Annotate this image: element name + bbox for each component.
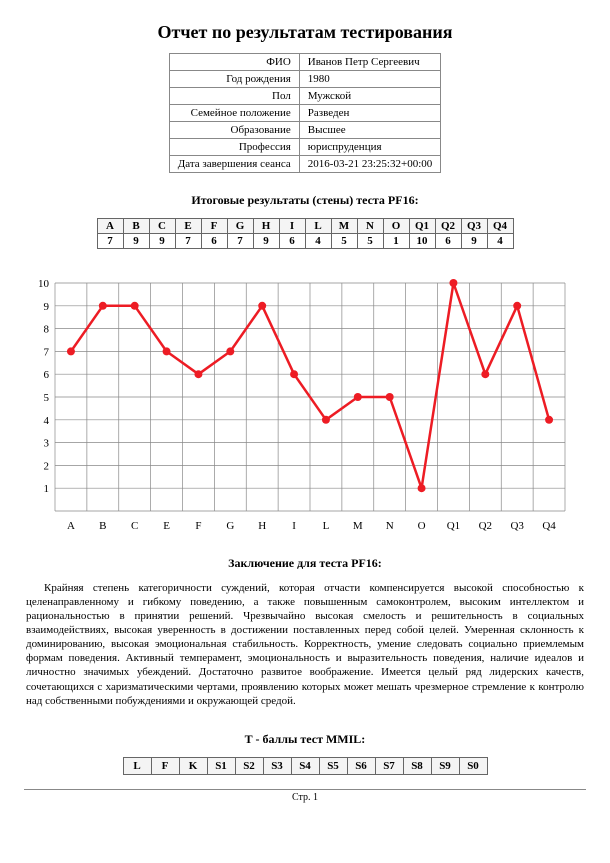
score-label: Q2 [435,219,461,234]
score-label: B [123,219,149,234]
info-key: ФИО [169,54,299,71]
svg-text:7: 7 [44,346,50,358]
svg-text:G: G [226,520,234,532]
score-value: 5 [331,234,357,249]
score-label: Q3 [461,219,487,234]
info-val: Мужской [299,88,440,105]
info-val: Высшее [299,122,440,139]
svg-text:10: 10 [38,278,50,290]
chart-svg: 1 2 3 4 5 6 7 8 9 10 A B C E F G H I L M N O Q1 Q2 Q3 Q4 [25,277,571,535]
svg-text:Q3: Q3 [510,520,524,532]
score-value: 4 [487,234,513,249]
svg-text:9: 9 [44,301,50,313]
pf16-chart: 1 2 3 4 5 6 7 8 9 10 A B C E F G H I L M N O Q1 Q2 Q3 Q4 [25,277,585,538]
score-label: O [383,219,409,234]
svg-text:8: 8 [44,324,50,336]
mmil-label: S5 [319,757,347,774]
svg-text:1: 1 [44,483,50,495]
mmil-label: K [179,757,207,774]
info-key: Год рождения [169,71,299,88]
page-footer: Стр. 1 [24,789,586,803]
info-key: Пол [169,88,299,105]
score-value: 10 [409,234,435,249]
info-key: Дата завершения сеанса [169,156,299,173]
svg-text:F: F [195,520,201,532]
score-label: Q1 [409,219,435,234]
svg-text:C: C [131,520,138,532]
score-label: I [279,219,305,234]
score-label: F [201,219,227,234]
score-label: N [357,219,383,234]
mmil-label: S0 [459,757,487,774]
info-val: Разведен [299,105,440,122]
info-val: 1980 [299,71,440,88]
info-val: 2016-03-21 23:25:32+00:00 [299,156,440,173]
mmil-label: S7 [375,757,403,774]
svg-text:Q1: Q1 [447,520,460,532]
page-number: Стр. 1 [292,792,318,803]
info-val: юриспруденция [299,139,440,156]
svg-text:B: B [99,520,106,532]
info-key: Образование [169,122,299,139]
pf16-scores-table: ABCEFGHILMNOQ1Q2Q3Q479976796455110694 [97,218,514,249]
svg-text:H: H [258,520,266,532]
score-value: 1 [383,234,409,249]
score-label: A [97,219,123,234]
conclusion-text: Крайняя степень категоричности суждений,… [26,581,584,708]
mmil-label: S2 [235,757,263,774]
page: Отчет по результатам тестирования ФИОИва… [0,0,610,775]
svg-text:I: I [292,520,296,532]
score-value: 9 [149,234,175,249]
info-table: ФИОИванов Петр СергеевичГод рождения1980… [169,53,442,173]
mmil-header: T - баллы тест MMIL: [24,732,586,747]
mmil-label: S3 [263,757,291,774]
svg-text:5: 5 [44,392,50,404]
score-value: 7 [97,234,123,249]
score-value: 7 [227,234,253,249]
score-label: E [175,219,201,234]
svg-text:M: M [353,520,363,532]
score-label: L [305,219,331,234]
mmil-label: S4 [291,757,319,774]
score-label: G [227,219,253,234]
score-label: C [149,219,175,234]
svg-text:6: 6 [44,369,50,381]
svg-text:A: A [67,520,75,532]
info-key: Семейное положение [169,105,299,122]
score-value: 4 [305,234,331,249]
score-value: 6 [435,234,461,249]
svg-text:Q4: Q4 [542,520,556,532]
pf16-header: Итоговые результаты (стены) теста PF16: [24,193,586,208]
mmil-table: LFKS1S2S3S4S5S6S7S8S9S0 [123,757,488,775]
score-value: 9 [461,234,487,249]
score-label: M [331,219,357,234]
svg-text:L: L [323,520,330,532]
svg-text:O: O [418,520,426,532]
svg-text:3: 3 [44,438,50,450]
conclusion-header: Заключение для теста PF16: [24,556,586,571]
score-value: 7 [175,234,201,249]
svg-text:2: 2 [44,460,50,472]
mmil-label: S6 [347,757,375,774]
mmil-label: F [151,757,179,774]
score-label: Q4 [487,219,513,234]
svg-text:Q2: Q2 [479,520,492,532]
score-value: 5 [357,234,383,249]
mmil-label: L [123,757,151,774]
score-value: 6 [279,234,305,249]
svg-text:4: 4 [44,415,50,427]
svg-text:N: N [386,520,394,532]
mmil-label: S9 [431,757,459,774]
mmil-label: S8 [403,757,431,774]
info-key: Профессия [169,139,299,156]
score-value: 9 [253,234,279,249]
svg-text:E: E [163,520,170,532]
score-value: 9 [123,234,149,249]
score-value: 6 [201,234,227,249]
mmil-label: S1 [207,757,235,774]
score-label: H [253,219,279,234]
page-title: Отчет по результатам тестирования [24,22,586,43]
info-val: Иванов Петр Сергеевич [299,54,440,71]
